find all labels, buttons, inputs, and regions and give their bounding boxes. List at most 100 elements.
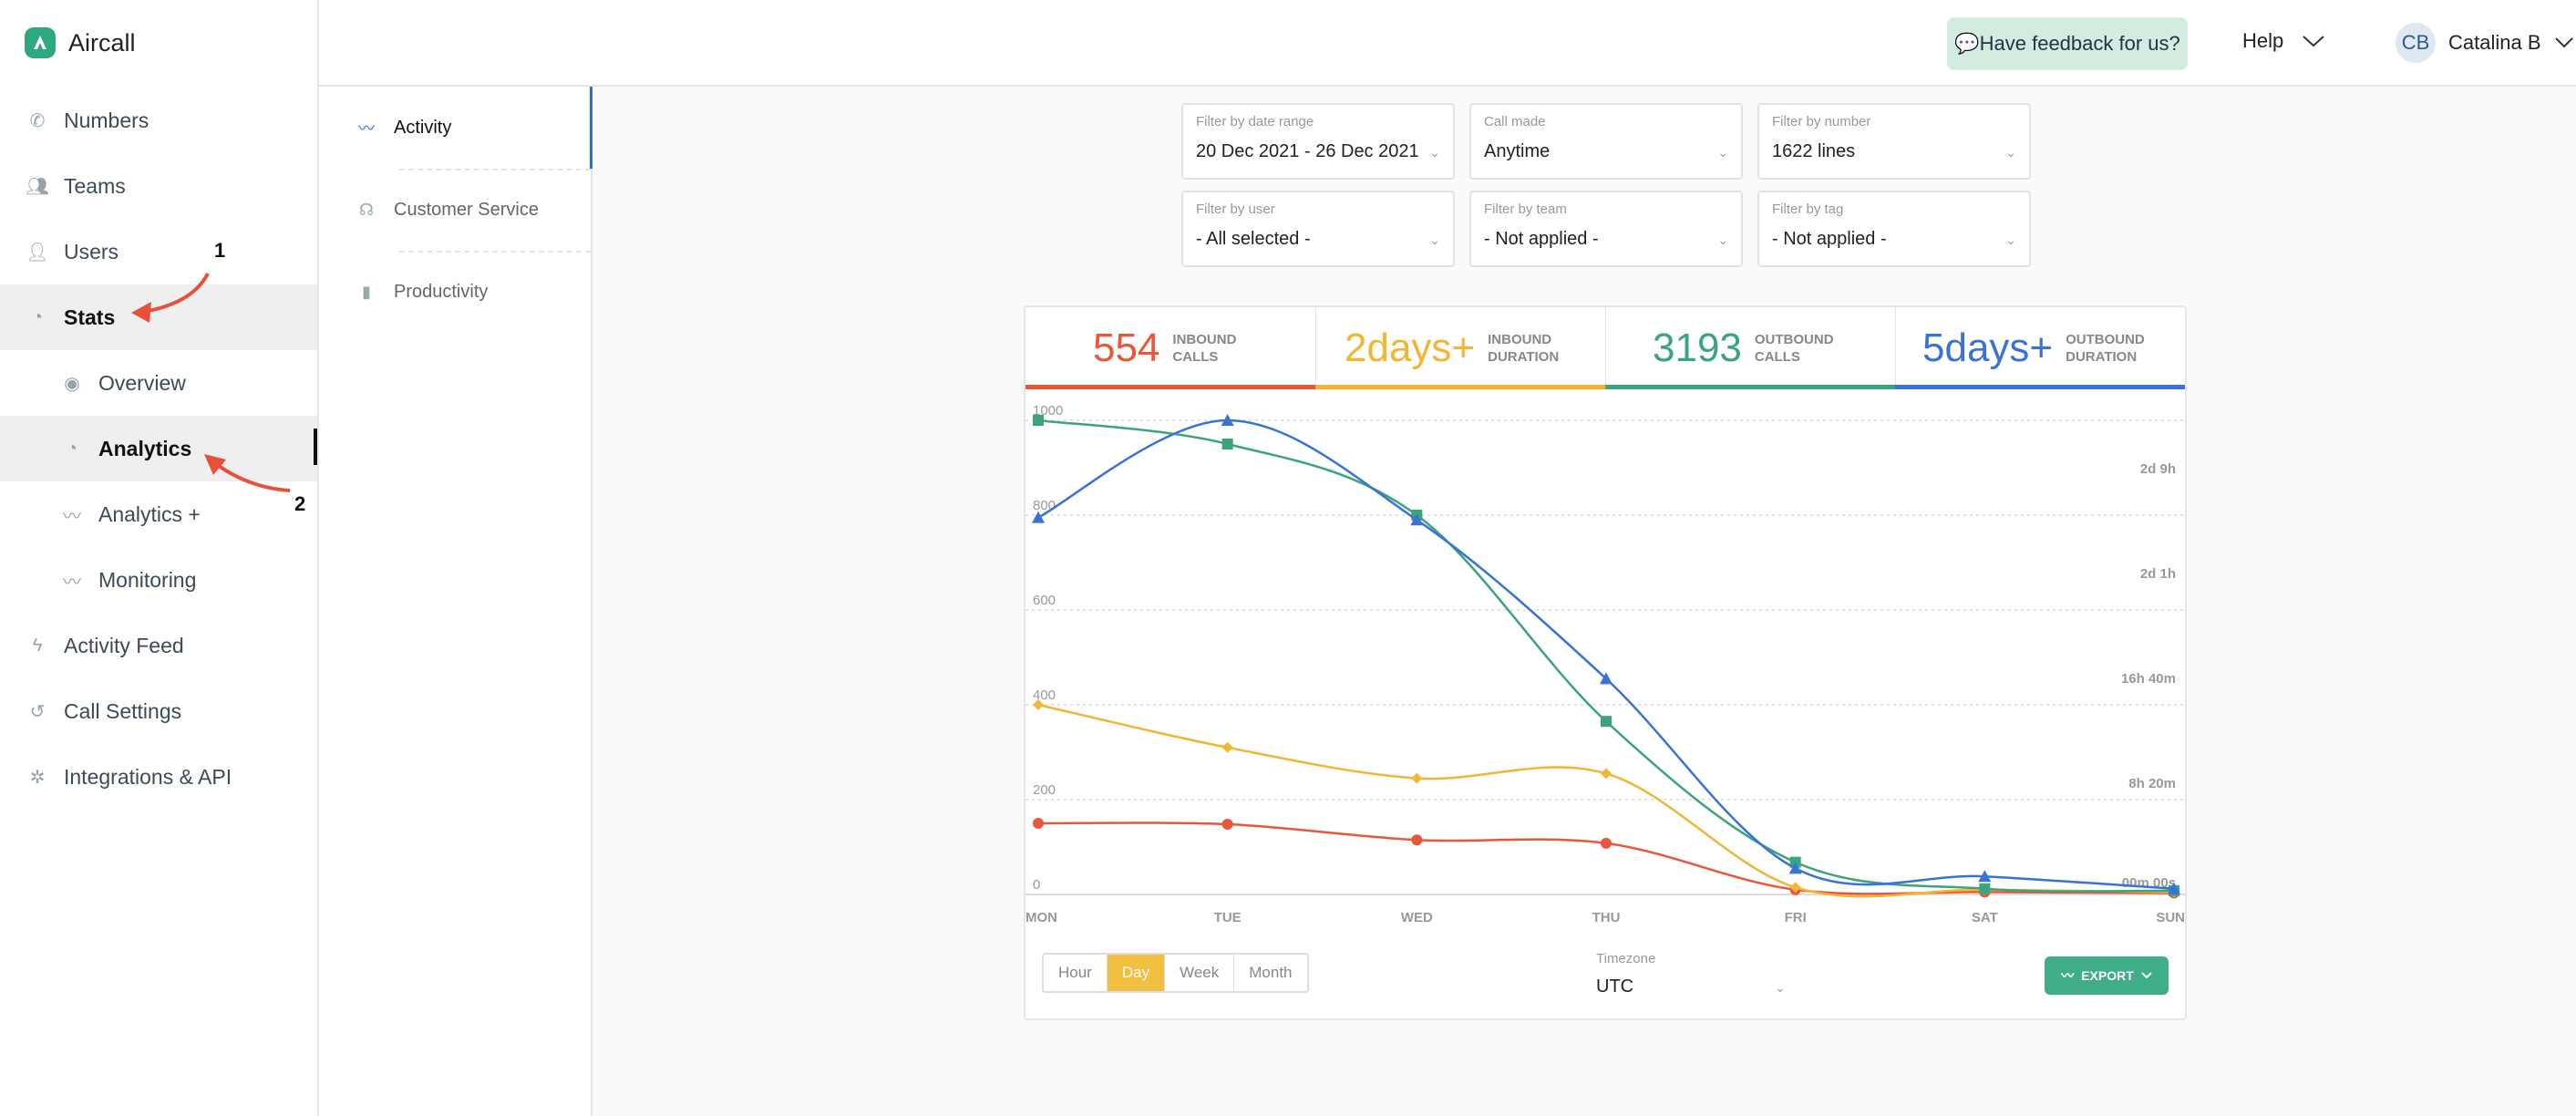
data-point (1221, 439, 1233, 450)
data-point (2168, 882, 2180, 894)
x-tick-label: WED (1401, 910, 1433, 925)
nav-item-analytics[interactable]: ◔ Analytics (0, 416, 317, 481)
annotation-arrows (131, 273, 291, 492)
activity-icon: 〰 (358, 119, 375, 138)
x-tick-label: MON (1025, 910, 1057, 925)
avatar: CB (2396, 23, 2436, 63)
y2-tick-label: 2d 9h (2140, 461, 2176, 477)
pie-chart-icon: ◔ (31, 306, 44, 327)
subnav-item-activity[interactable]: 〰 Activity (319, 87, 592, 169)
nav-item-label: Users (64, 239, 119, 264)
kpi-inbound-calls[interactable]: 554 INBOUND CALLS (1025, 307, 1316, 389)
nav-item-numbers[interactable]: ✆ Numbers (0, 88, 317, 153)
kpi-label: INBOUND CALLS (1172, 332, 1237, 365)
activity-icon: 〰 (63, 572, 81, 593)
export-button[interactable]: 〰 EXPORT (2045, 956, 2169, 995)
nav-item-label: Stats (64, 305, 116, 329)
chevron-down-icon: ⌄ (1429, 232, 1440, 247)
kpi-outbound-duration[interactable]: 5days+ OUTBOUND DURATION (1895, 307, 2185, 389)
main-sidebar: Aircall ✆ Numbers 👥︎ Teams 👤︎ Users ◔ St… (0, 0, 319, 1116)
stats-subnav: 〰 Activity ☊ Customer Service ▮ Producti… (319, 87, 592, 1116)
data-point (1033, 699, 1044, 710)
user-menu[interactable]: CB Catalina B (2396, 23, 2574, 63)
kpi-label: INBOUND DURATION (1488, 332, 1560, 365)
timezone-select[interactable]: UTC (1596, 976, 1634, 997)
annotation-1: 1 (214, 239, 226, 262)
help-menu[interactable]: Help (2242, 29, 2325, 53)
timezone-label: Timezone (1596, 951, 1656, 966)
subnav-item-customer-service[interactable]: ☊ Customer Service (319, 169, 591, 251)
nav-item-overview[interactable]: ◉ Overview (0, 350, 317, 416)
filter-number[interactable]: Filter by number 1622 lines ⌄ (1757, 103, 2031, 180)
nav-item-label: Call Settings (64, 698, 182, 723)
filter-tag[interactable]: Filter by tag - Not applied - ⌄ (1757, 191, 2031, 267)
aircall-logo-icon (25, 27, 56, 58)
subnav-label: Productivity (394, 281, 489, 302)
brand[interactable]: Aircall (25, 27, 136, 58)
stats-card: 554 INBOUND CALLS 2days+ INBOUND DURATION … (1024, 305, 2187, 1020)
filter-user[interactable]: Filter by user - All selected - ⌄ (1181, 191, 1455, 267)
data-point (1410, 513, 1424, 526)
nav-item-label: Overview (98, 370, 186, 395)
series-line (1037, 703, 2175, 898)
feedback-button[interactable]: 💬Have feedback for us? (1947, 17, 2188, 70)
granularity-day[interactable]: Day (1107, 955, 1166, 991)
kpi-outbound-calls[interactable]: 3193 OUTBOUND CALLS (1605, 307, 1896, 389)
nav-item-users[interactable]: 👤︎ Users (0, 219, 317, 284)
data-point (1601, 716, 1612, 728)
y-tick-label: 600 (1033, 593, 1056, 608)
filter-date-range[interactable]: Filter by date range 20 Dec 2021 - 26 De… (1181, 103, 1455, 180)
filter-value: Anytime (1484, 141, 1551, 161)
filter-value: 1622 lines (1772, 141, 1856, 161)
pie-chart-icon: ◔ (66, 438, 78, 459)
data-point (1411, 772, 1423, 784)
filter-label: Filter by user (1196, 202, 1275, 217)
filter-call-made[interactable]: Call made Anytime ⌄ (1469, 103, 1743, 180)
nav-item-teams[interactable]: 👥︎ Teams (0, 153, 317, 219)
user-name: Catalina B (2448, 31, 2541, 54)
data-point (1221, 741, 1233, 753)
nav-item-activity-feed[interactable]: ϟ Activity Feed (0, 613, 317, 678)
brand-name: Aircall (68, 28, 136, 57)
series-line (1037, 418, 2175, 893)
nav-item-call-settings[interactable]: ↺ Call Settings (0, 678, 317, 744)
y2-tick-label: 16h 40m (2121, 671, 2176, 687)
bar-chart-icon: ▮ (362, 282, 371, 301)
x-tick-label: TUE (1214, 910, 1242, 925)
data-point (1978, 870, 1992, 883)
data-point (1601, 768, 1612, 780)
filter-label: Filter by team (1484, 202, 1567, 217)
annotation-2: 2 (294, 492, 306, 515)
chevron-down-icon: ⌄ (2005, 232, 2016, 247)
bolt-icon: ϟ (32, 635, 43, 656)
chevron-down-icon: ⌄ (1429, 145, 1440, 160)
granularity-month[interactable]: Month (1249, 964, 1293, 981)
granularity-toggle: Hour Day Week Month (1042, 953, 1309, 993)
data-point (1600, 672, 1613, 685)
kpi-underline (1895, 385, 2185, 389)
subnav-active-indicator (590, 87, 592, 169)
kpi-inbound-duration[interactable]: 2days+ INBOUND DURATION (1315, 307, 1606, 389)
x-tick-label: FRI (1785, 910, 1807, 925)
granularity-hour[interactable]: Hour (1044, 955, 1108, 991)
data-point (1033, 818, 1044, 829)
filter-team[interactable]: Filter by team - Not applied - ⌄ (1469, 191, 1743, 267)
user-icon: 👤︎ (26, 242, 49, 263)
kpi-value: 554 (1093, 326, 1160, 370)
chevron-down-icon: ⌄ (2005, 145, 2016, 160)
x-tick-label: THU (1592, 910, 1621, 925)
nav-item-integrations[interactable]: ✲ Integrations & API (0, 744, 317, 810)
filter-label: Call made (1484, 114, 1546, 129)
subnav-item-productivity[interactable]: ▮ Productivity (319, 251, 591, 333)
data-point (1411, 834, 1423, 846)
kpi-underline (1315, 385, 1605, 389)
chevron-down-icon (2554, 37, 2573, 48)
data-point (1979, 883, 1991, 894)
nav-item-monitoring[interactable]: 〰 Monitoring (0, 547, 317, 613)
nav-item-stats[interactable]: ◔ Stats (0, 284, 317, 350)
nav-item-label: Integrations & API (64, 764, 232, 789)
filter-value: 20 Dec 2021 - 26 Dec 2021 (1196, 141, 1419, 161)
nav-item-analytics-plus[interactable]: 〰 Analytics + (0, 481, 317, 547)
granularity-week[interactable]: Week (1165, 955, 1235, 991)
